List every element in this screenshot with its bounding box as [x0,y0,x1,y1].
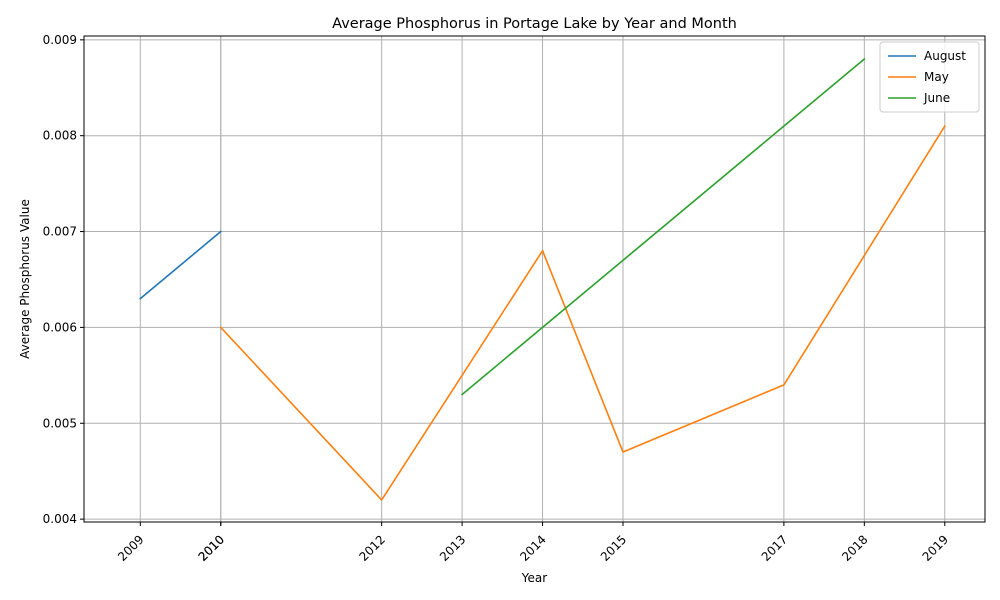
y-tick-label: 0.009 [43,33,77,47]
y-tick-label: 0.006 [43,320,77,334]
y-tick-label: 0.004 [43,512,77,526]
grid-layer [84,36,985,522]
series-line-august [139,230,222,300]
legend-label: May [924,70,949,84]
y-axis-title: Average Phosphorus Value [18,199,32,359]
chart-title: Average Phosphorus in Portage Lake by Ye… [332,16,737,32]
plot-frame [83,35,986,523]
series-line-june [460,57,866,396]
legend-label: August [924,49,966,63]
y-tick-label: 0.008 [43,129,77,143]
x-axis-title: Year [521,571,547,585]
y-tick-label: 0.007 [43,225,77,239]
series-line-may [219,125,946,501]
y-tick-label: 0.005 [43,416,77,430]
legend: August May June [879,41,980,113]
series-layer [139,57,946,501]
legend-box [879,41,980,113]
legend-label: June [923,91,950,105]
